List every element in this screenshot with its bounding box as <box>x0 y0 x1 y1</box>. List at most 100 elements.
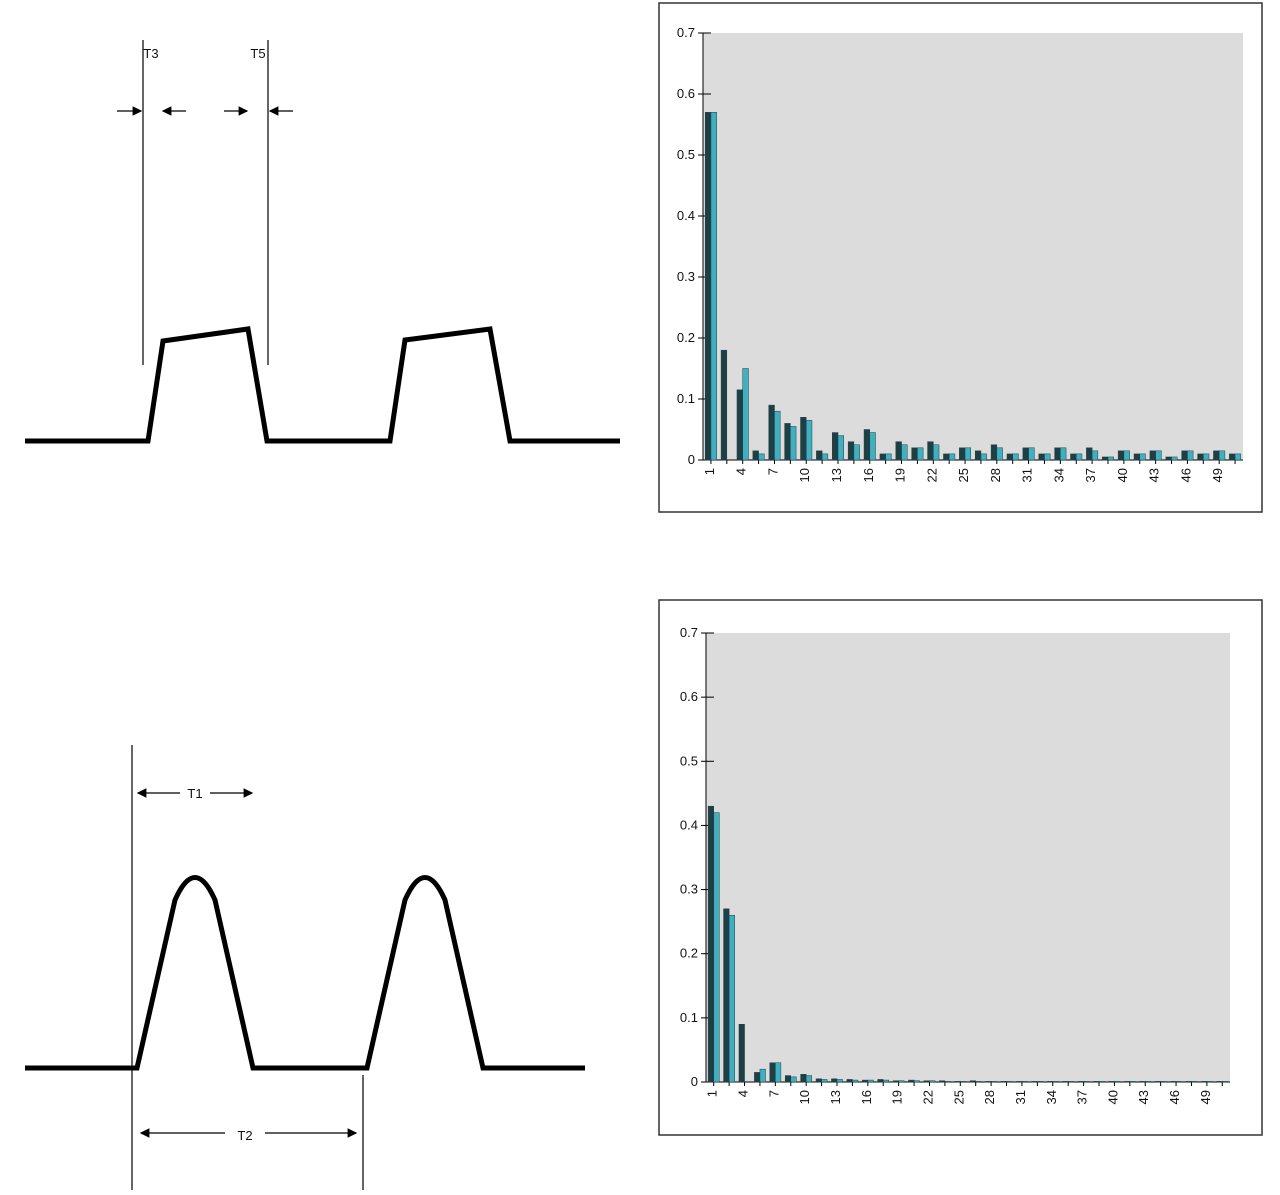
bar <box>974 450 982 461</box>
bar <box>1139 1081 1146 1083</box>
bar <box>1086 447 1093 461</box>
bar <box>1114 1081 1121 1083</box>
bar <box>1181 450 1188 461</box>
bar <box>1006 453 1013 461</box>
bar <box>775 1062 782 1083</box>
bar <box>1229 453 1236 461</box>
bar <box>1091 450 1099 461</box>
x-tick-label: 4 <box>736 1090 751 1097</box>
bar <box>879 453 886 461</box>
bar <box>917 447 924 461</box>
x-tick-label: 25 <box>951 1090 966 1104</box>
bar <box>911 447 918 461</box>
y-tick-label: 0.2 <box>680 946 698 961</box>
x-tick-label: 10 <box>797 468 812 482</box>
bar <box>1052 1081 1059 1083</box>
bar <box>1187 450 1194 461</box>
time-label: T1 <box>187 786 202 801</box>
bar <box>831 1078 838 1083</box>
x-tick-label: 4 <box>734 468 749 475</box>
bar <box>1021 1081 1028 1083</box>
bar <box>815 1078 822 1083</box>
bar <box>959 447 966 461</box>
bar <box>1044 453 1051 461</box>
bar <box>805 1075 812 1083</box>
x-tick-label: 22 <box>920 1090 935 1104</box>
bar <box>1191 1081 1198 1083</box>
x-tick-label: 46 <box>1178 468 1193 482</box>
bar <box>1197 453 1204 461</box>
bar <box>960 1081 967 1083</box>
rounded-wave <box>25 875 585 1071</box>
bar <box>933 444 940 461</box>
time-label: T2 <box>237 1128 252 1143</box>
bar <box>939 1080 946 1083</box>
bar <box>1000 1081 1007 1083</box>
bar <box>768 404 775 461</box>
bar <box>1154 1081 1161 1083</box>
bar <box>1062 1081 1069 1083</box>
bar <box>1067 1081 1074 1083</box>
bar <box>1093 1081 1100 1083</box>
bar <box>713 812 720 1083</box>
bar <box>1139 453 1146 461</box>
bar <box>1038 453 1045 461</box>
bar <box>710 112 717 461</box>
bar <box>800 417 807 461</box>
x-tick-label: 19 <box>893 468 908 482</box>
x-tick-label: 25 <box>956 468 971 482</box>
bar <box>1075 453 1083 461</box>
bar <box>1016 1081 1023 1083</box>
x-tick-label: 13 <box>828 1090 843 1104</box>
x-tick-label: 7 <box>766 1090 781 1097</box>
y-tick-label: 0.5 <box>680 753 698 768</box>
x-tick-label: 31 <box>1013 1090 1028 1104</box>
x-tick-label: 43 <box>1136 1090 1151 1104</box>
y-tick-label: 0.7 <box>680 625 698 640</box>
bar <box>1218 450 1226 461</box>
bar <box>980 453 987 461</box>
x-tick-label: 7 <box>765 468 780 475</box>
bar <box>784 423 791 461</box>
bar <box>1203 453 1210 461</box>
bar <box>1108 1081 1115 1083</box>
y-tick-label: 0.7 <box>677 25 695 40</box>
bar <box>784 1075 792 1083</box>
x-tick-label: 34 <box>1051 468 1066 482</box>
bar <box>800 1074 807 1083</box>
bar <box>862 1079 869 1083</box>
bar <box>852 1079 859 1083</box>
bar <box>990 1081 997 1083</box>
bar <box>1037 1081 1044 1083</box>
x-tick-label: 16 <box>859 1090 874 1104</box>
y-tick-label: 0.3 <box>677 269 695 284</box>
bar <box>1123 450 1130 461</box>
y-tick-label: 0 <box>691 1074 698 1089</box>
bar <box>1175 1081 1182 1083</box>
y-tick-label: 0 <box>688 452 695 467</box>
bar <box>954 1081 961 1083</box>
y-tick-label: 0.6 <box>677 86 695 101</box>
bar <box>1160 1081 1167 1083</box>
trapezoid-wave <box>25 326 620 444</box>
bar <box>1117 450 1125 461</box>
bar <box>1216 1081 1223 1083</box>
bar <box>846 1079 853 1083</box>
bar <box>774 410 781 461</box>
bar <box>964 447 972 461</box>
bar <box>908 1079 915 1083</box>
bar <box>885 453 892 461</box>
bar <box>1144 1081 1152 1083</box>
x-tick-label: 1 <box>705 1090 720 1097</box>
bar <box>758 453 765 461</box>
bar <box>1171 456 1178 461</box>
bar <box>901 444 908 461</box>
bar <box>790 426 797 461</box>
x-tick-label: 28 <box>982 1090 997 1104</box>
bar <box>754 1072 761 1083</box>
y-tick-label: 0.1 <box>677 391 695 406</box>
x-tick-label: 40 <box>1115 468 1130 482</box>
bar <box>913 1080 920 1083</box>
